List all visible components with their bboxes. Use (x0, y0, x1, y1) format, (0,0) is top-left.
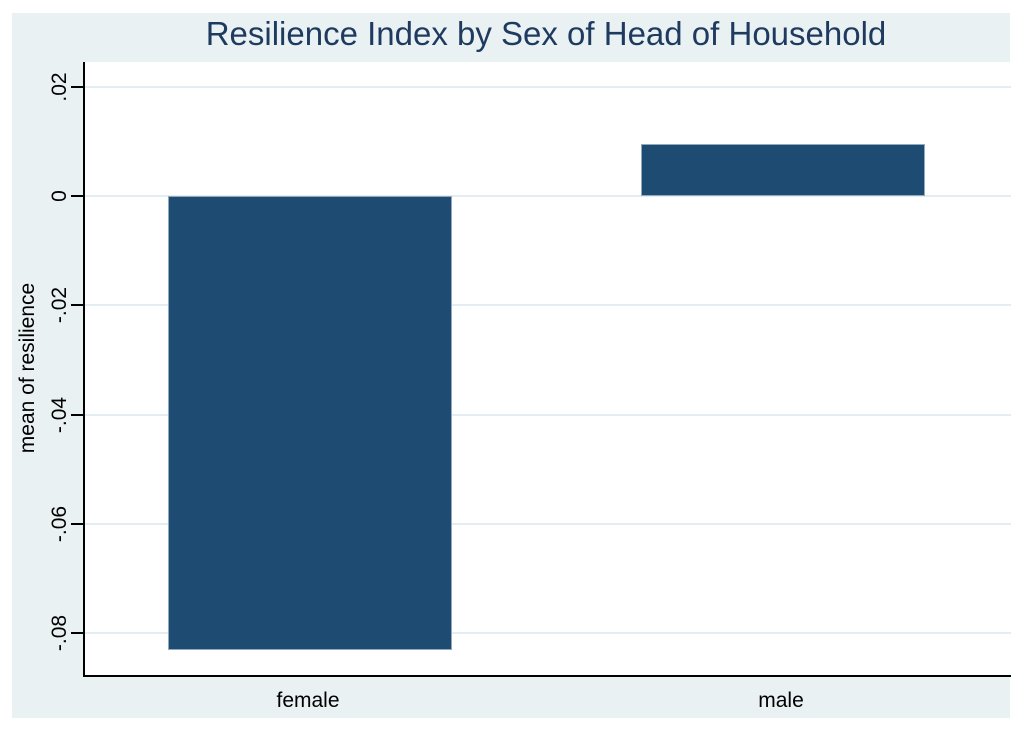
y-gridline (85, 304, 1011, 307)
y-tick-mark (71, 523, 83, 526)
x-category-label-female: female (276, 689, 340, 712)
y-gridline (85, 413, 1011, 416)
bar-male (641, 144, 925, 196)
y-gridline (85, 85, 1011, 88)
y-tick-mark (71, 413, 83, 416)
y-tick-mark (71, 194, 83, 197)
y-gridline (85, 194, 1011, 197)
y-gridline (85, 632, 1011, 635)
bar-female (168, 195, 452, 650)
chart-title: Resilience Index by Sex of Head of House… (205, 15, 887, 52)
y-tick-label: .02 (48, 71, 71, 102)
plot-area (83, 62, 1011, 677)
x-category-label-male: male (758, 689, 804, 712)
y-tick-label: -.06 (48, 505, 71, 543)
y-tick-mark (71, 304, 83, 307)
y-tick-label: -.08 (48, 615, 71, 652)
y-tick-label: -.02 (48, 287, 71, 324)
y-tick-mark (71, 632, 83, 635)
y-gridline (85, 523, 1011, 526)
y-axis-title: mean of resilience (16, 282, 39, 454)
y-tick-label: 0 (48, 190, 71, 202)
y-tick-mark (71, 85, 83, 88)
y-tick-label: -.04 (48, 396, 71, 433)
